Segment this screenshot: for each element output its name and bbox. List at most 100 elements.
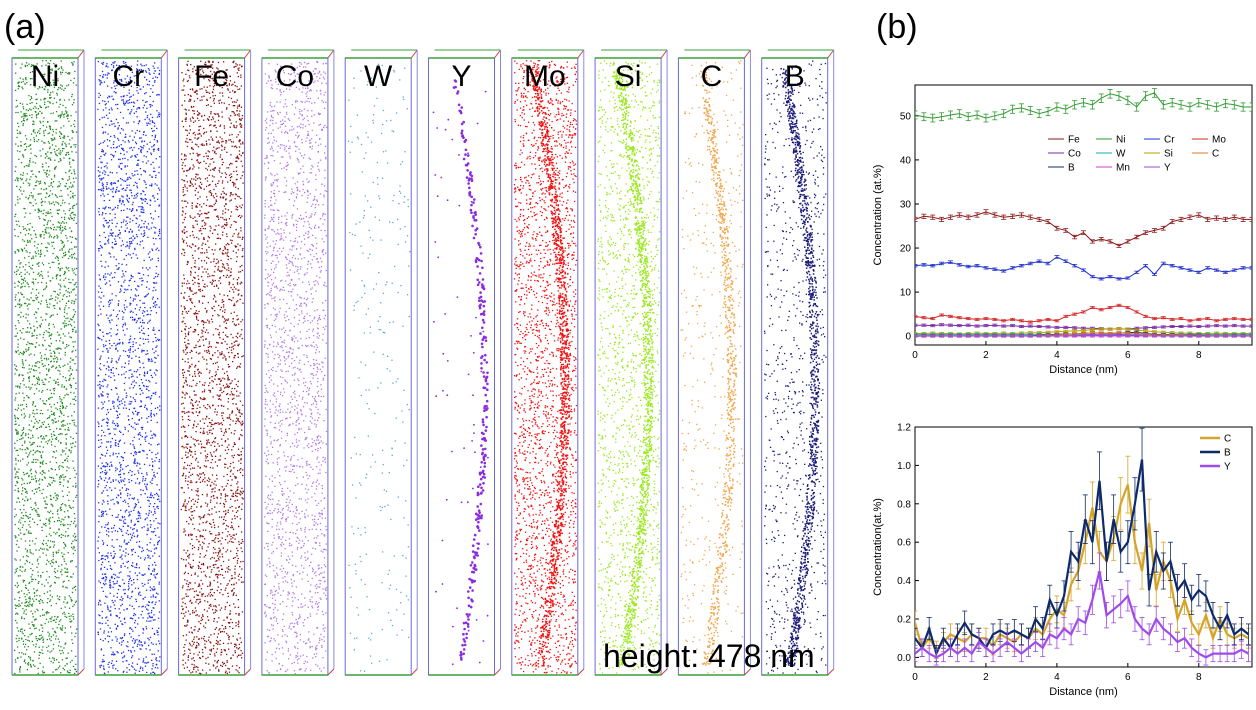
column-fe: Fe (178, 49, 252, 676)
element-label: Co (276, 60, 314, 93)
column-bottom-corner (827, 668, 835, 676)
column-frame (261, 57, 329, 676)
x-tick-label: 2 (983, 350, 989, 361)
column-corner-edge (410, 49, 418, 59)
column-bottom-corner (77, 668, 85, 676)
column-bottom-corner (744, 668, 751, 676)
column-bottom-corner (494, 668, 501, 676)
y-tick-label: 1.0 (897, 461, 911, 472)
legend-label: B (1224, 448, 1231, 459)
column-si: Si (594, 49, 668, 676)
column-frame (178, 57, 246, 676)
column-frame (11, 57, 79, 676)
column-mo: Mo (511, 49, 585, 676)
x-tick-label: 0 (912, 350, 918, 361)
column-bottom-corner (577, 668, 585, 676)
atom-points (97, 60, 161, 675)
legend-label: Mn (1116, 163, 1130, 174)
y-tick-label: 0.2 (897, 615, 911, 626)
panel-b-label: (b) (876, 8, 918, 46)
series-y (915, 552, 1251, 666)
y-tick-label: 10 (900, 288, 912, 299)
column-frame (94, 57, 162, 676)
legend-label: C (1212, 149, 1219, 160)
legend-label: Cr (1164, 135, 1175, 146)
element-label: Ni (31, 60, 59, 93)
x-tick-label: 6 (1125, 350, 1131, 361)
column-bottom-corner (660, 668, 668, 676)
column-frame (344, 57, 412, 676)
legend-label: B (1068, 163, 1075, 174)
atom-points (597, 60, 661, 675)
y-tick-label: 0 (905, 332, 911, 343)
y-tick-label: 0.6 (897, 538, 911, 549)
element-label: Y (451, 60, 471, 93)
plot-frame (914, 426, 1253, 668)
chart-bottom: 0 2 4 6 8 0.0 0.2 0.4 0.6 0.8 1.0 1.2 Distance (nm) C… (872, 423, 1253, 698)
atom-points (14, 60, 78, 675)
element-label: Mo (524, 60, 566, 93)
legend-label: Ni (1116, 135, 1125, 146)
column-b: B (761, 49, 835, 676)
series-line (915, 256, 1252, 280)
x-axis-label: Distance (nm) (1049, 686, 1117, 698)
y-tick-label: 40 (900, 155, 912, 166)
x-tick-label: 0 (912, 672, 918, 683)
x-tick-label: 8 (1196, 672, 1202, 683)
series-ni (915, 88, 1252, 123)
element-label: Fe (194, 60, 229, 93)
column-corner-edge (744, 49, 751, 59)
x-axis-label: Distance (nm) (1049, 364, 1117, 376)
atom-points (347, 63, 411, 672)
legend-label: C (1224, 434, 1231, 445)
plot-area (915, 88, 1252, 338)
column-corner-edge (160, 49, 168, 59)
y-axis-label: Concentration (at.%) (872, 165, 884, 266)
series-line (915, 484, 1250, 652)
series-mo (915, 303, 1252, 324)
y-tick-label: 30 (900, 199, 912, 210)
legend-label: Fe (1068, 135, 1080, 146)
atom-map-columns: Ni Cr Fe Co W Y Mo Si C B (11, 49, 835, 676)
legend-label: Mo (1212, 135, 1226, 146)
atom-points (432, 67, 489, 666)
axis-ticks: 0 2 4 6 8 0 10 20 30 40 50 (900, 111, 1202, 361)
legend: CBY (1200, 434, 1231, 473)
column-co: Co (261, 49, 335, 676)
column-bottom-corner (244, 668, 251, 676)
column-corner-edge (494, 49, 501, 59)
y-tick-label: 20 (900, 244, 912, 255)
atom-points (180, 60, 244, 675)
series-y (915, 333, 1252, 338)
column-corner-edge (660, 49, 668, 59)
atom-points (763, 60, 827, 674)
element-label: C (701, 60, 723, 93)
y-tick-label: 50 (900, 111, 912, 122)
column-bottom-corner (327, 668, 335, 676)
chart-top: 0 2 4 6 8 0 10 20 30 40 50 Distance (nm) Concentrati… (872, 84, 1253, 376)
legend-label: W (1116, 149, 1126, 160)
column-c: C (677, 49, 751, 676)
column-cr: Cr (94, 49, 168, 676)
y-tick-label: 1.2 (897, 423, 911, 434)
x-tick-label: 8 (1196, 350, 1202, 361)
legend-label: Y (1164, 163, 1171, 174)
atom-points (513, 60, 578, 674)
atom-points (263, 60, 328, 675)
series-b (915, 427, 1251, 663)
series-cr (915, 255, 1252, 281)
plot-frame (914, 84, 1253, 346)
x-tick-label: 6 (1125, 672, 1131, 683)
column-y: Y (428, 49, 501, 676)
element-label: Cr (112, 60, 144, 93)
atom-points (680, 60, 744, 674)
series-line (915, 459, 1250, 657)
column-bottom-corner (410, 668, 418, 676)
element-label: Si (615, 60, 642, 93)
column-corner-edge (77, 49, 85, 59)
column-bottom-corner (160, 668, 168, 676)
series-line (915, 570, 1250, 659)
series-line (915, 211, 1252, 247)
series-line (915, 304, 1252, 323)
legend: Fe Ni Cr Mo Co W Si C B Mn Y (1048, 135, 1226, 174)
